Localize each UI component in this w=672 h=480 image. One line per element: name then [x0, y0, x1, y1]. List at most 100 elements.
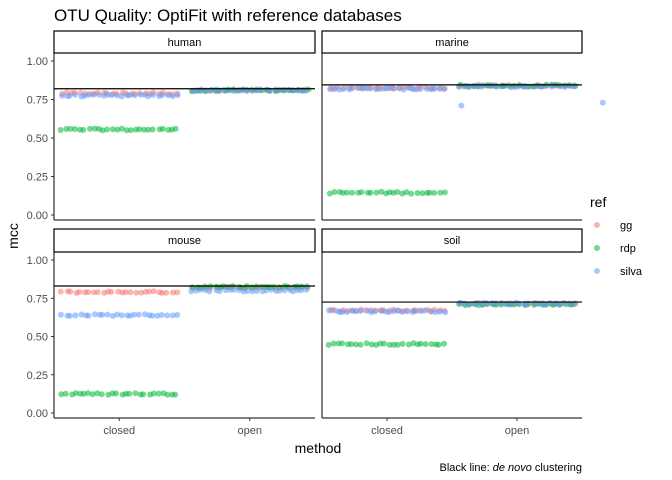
data-point	[127, 127, 134, 134]
y-tick-label: 0.00	[27, 210, 48, 222]
series-silva	[327, 82, 606, 109]
data-point	[327, 86, 334, 93]
data-point	[72, 312, 79, 319]
caption-italic: de novo	[493, 462, 532, 474]
data-point	[256, 86, 263, 93]
data-point	[230, 88, 237, 94]
data-point	[145, 126, 152, 133]
data-point	[59, 92, 66, 99]
legend-key-rdp	[594, 245, 600, 251]
data-point	[109, 126, 116, 133]
data-point	[114, 92, 121, 99]
data-point	[340, 86, 346, 93]
data-point	[442, 309, 449, 316]
data-point	[113, 390, 119, 397]
data-point	[223, 287, 229, 294]
data-point	[67, 288, 74, 295]
data-point	[417, 86, 424, 92]
data-point	[85, 289, 92, 296]
data-point	[192, 88, 199, 94]
data-point	[436, 85, 443, 92]
data-point	[80, 126, 87, 133]
facet-marine: marine	[321, 30, 606, 221]
data-point	[163, 289, 170, 296]
data-point	[348, 85, 355, 92]
data-point	[330, 340, 337, 347]
data-point	[169, 312, 176, 319]
facet-strip	[321, 228, 583, 253]
data-point	[57, 311, 64, 318]
data-point	[466, 301, 473, 308]
data-point	[85, 312, 92, 319]
data-point	[381, 340, 388, 347]
data-point	[344, 189, 350, 196]
data-point	[302, 87, 309, 94]
legend-label-silva: silva	[620, 266, 643, 278]
data-point	[62, 390, 69, 397]
data-point	[516, 82, 523, 89]
data-point	[441, 340, 447, 347]
data-point	[492, 83, 499, 90]
y-tick-label: 0.75	[27, 95, 48, 107]
data-point	[127, 289, 134, 296]
data-point	[421, 307, 428, 314]
data-point	[404, 308, 411, 315]
data-point	[431, 85, 438, 92]
data-point	[67, 312, 73, 319]
data-point	[436, 308, 443, 315]
data-point	[363, 340, 370, 347]
data-point	[353, 341, 359, 348]
data-point	[422, 341, 429, 348]
data-point	[96, 91, 103, 98]
data-point	[276, 287, 283, 294]
data-point	[76, 289, 83, 295]
data-point	[104, 311, 111, 318]
series-rdp	[326, 81, 579, 197]
data-point	[412, 308, 419, 315]
data-point	[230, 286, 237, 293]
y-tick-label: 0.25	[27, 370, 48, 382]
data-point	[394, 341, 401, 348]
data-point	[132, 390, 139, 397]
data-point	[441, 85, 447, 92]
legend-key-gg	[594, 222, 600, 228]
data-point	[339, 340, 346, 347]
data-point	[249, 288, 256, 295]
data-point	[114, 126, 121, 133]
y-tick-label: 1.00	[27, 56, 48, 68]
x-axis-title: method	[295, 440, 342, 456]
data-point	[552, 82, 559, 89]
legend-title: ref	[590, 194, 606, 210]
data-point	[72, 390, 79, 397]
data-point	[399, 308, 406, 315]
data-point	[150, 288, 157, 295]
facet-panels: human 0.00 0.25 0.50 0.75 1.00 marine mouse 0.00…	[27, 30, 606, 437]
data-point	[99, 311, 106, 318]
data-point	[366, 85, 373, 92]
data-point	[149, 312, 156, 319]
data-point	[419, 190, 426, 197]
y-axis-title: mcc	[5, 223, 21, 249]
data-point	[118, 312, 125, 319]
facet-strip	[53, 228, 316, 253]
data-point	[412, 86, 419, 93]
data-point	[85, 91, 92, 98]
data-point	[98, 391, 105, 398]
data-point	[135, 311, 142, 318]
data-point	[197, 286, 204, 293]
data-point	[408, 190, 415, 197]
data-point	[348, 341, 355, 348]
facet-human: human 0.00 0.25 0.50 0.75 1.00	[27, 30, 316, 222]
y-tick-label: 0.50	[27, 332, 48, 344]
data-point	[377, 85, 384, 92]
data-point	[367, 189, 374, 196]
data-point	[155, 390, 162, 397]
data-point	[133, 289, 140, 296]
data-point	[91, 311, 98, 318]
data-point	[428, 341, 435, 348]
data-point	[146, 288, 153, 295]
data-point	[216, 288, 223, 295]
data-point	[78, 311, 85, 318]
data-point	[174, 92, 181, 99]
